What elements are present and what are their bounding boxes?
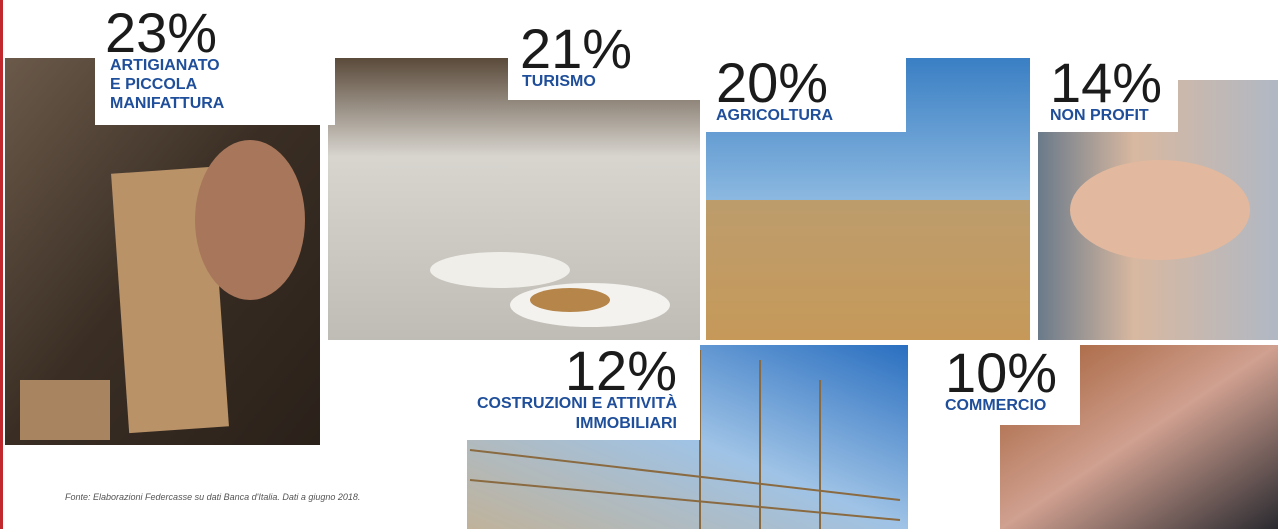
hand: [195, 140, 305, 300]
label: IMMOBILIARI: [576, 415, 677, 432]
text-box: [935, 345, 1080, 425]
wheat-field: [706, 200, 1030, 340]
hands: [1070, 160, 1250, 260]
percent: 12%: [565, 339, 677, 402]
food: [530, 288, 610, 312]
source-note: Fonte: Elaborazioni Federcasse su dati B…: [65, 492, 360, 502]
percent: 21%: [520, 17, 632, 80]
label: COMMERCIO: [945, 397, 1046, 414]
wood-block: [20, 380, 110, 440]
label: NON PROFIT: [1050, 107, 1149, 124]
label: TURISMO: [522, 73, 596, 90]
label: E PICCOLA: [110, 76, 198, 93]
text-box: [95, 0, 335, 125]
labels-boxes: [95, 0, 1178, 440]
label: AGRICOLTURA: [716, 107, 833, 124]
text-box: [1038, 52, 1178, 132]
label: ARTIGIANATO: [110, 57, 220, 74]
label: MANIFATTURA: [110, 95, 225, 112]
text-box: [430, 345, 700, 440]
percent: 23%: [105, 1, 217, 64]
percent: 20%: [716, 51, 828, 114]
percent: 10%: [945, 341, 1057, 404]
text-box: [706, 52, 906, 132]
edge-line: [0, 0, 3, 529]
text-box: [508, 15, 700, 100]
percent: 14%: [1050, 51, 1162, 114]
plate: [430, 252, 570, 288]
label: COSTRUZIONI E ATTIVITÀ: [477, 393, 677, 412]
